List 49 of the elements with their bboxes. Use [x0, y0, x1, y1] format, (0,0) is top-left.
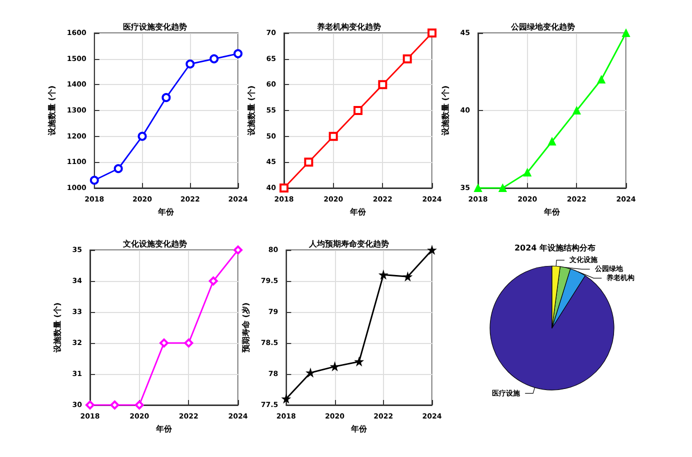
- chart-title: 公园绿地变化趋势: [510, 22, 575, 32]
- x-axis-title: 年份: [157, 207, 176, 216]
- chart-title: 2024 年设施结构分布: [514, 244, 596, 252]
- y-axis-title: 设施数量 (个): [52, 302, 62, 354]
- chart-title: 养老机构变化趋势: [316, 22, 381, 32]
- point: [355, 358, 364, 366]
- chart-title: 文化设施变化趋势: [122, 238, 187, 248]
- x-axis-title: 年份: [350, 424, 368, 434]
- chart-title: 人均预期寿命变化趋势: [308, 238, 389, 248]
- x-axis-title: 年份: [349, 207, 367, 216]
- y-axis-title: 预期寿命 (岁): [242, 302, 250, 354]
- point: [280, 184, 288, 192]
- y-axis-title: 设施数量 (个): [246, 85, 256, 137]
- point: [428, 28, 436, 38]
- point: [208, 276, 218, 286]
- point: [379, 270, 388, 279]
- point: [304, 158, 314, 167]
- point: [282, 394, 290, 403]
- point: [474, 184, 482, 192]
- point: [186, 60, 195, 68]
- point: [160, 338, 168, 348]
- point: [523, 168, 532, 176]
- chart-title: 医疗设施变化趋势: [123, 22, 187, 32]
- x-axis-title: 年份: [155, 424, 173, 434]
- point: [498, 184, 507, 192]
- point: [378, 80, 388, 90]
- point: [90, 176, 99, 185]
- point: [306, 368, 314, 377]
- point: [210, 54, 219, 64]
- point: [572, 106, 581, 114]
- point: [162, 93, 171, 102]
- y-axis-title: 设施数量 (个): [48, 85, 56, 137]
- point: [597, 76, 606, 84]
- point: [110, 400, 120, 410]
- point: [184, 338, 194, 348]
- point: [86, 400, 94, 410]
- point: [138, 132, 147, 141]
- x-axis-title: 年份: [543, 207, 561, 216]
- point: [404, 272, 412, 281]
- y-axis-title: 设施数量 (个): [440, 85, 450, 137]
- point: [328, 132, 338, 141]
- point: [134, 400, 144, 410]
- point: [548, 138, 556, 146]
- point: [234, 246, 242, 254]
- point: [234, 49, 242, 58]
- point: [402, 54, 412, 64]
- point: [114, 164, 123, 174]
- point: [622, 29, 630, 37]
- point: [354, 106, 362, 115]
